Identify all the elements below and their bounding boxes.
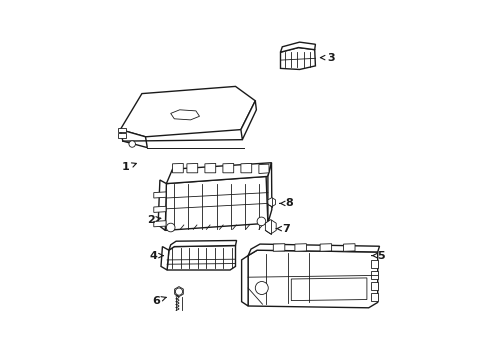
Polygon shape <box>265 220 276 234</box>
Polygon shape <box>291 278 366 301</box>
Polygon shape <box>370 282 377 290</box>
Polygon shape <box>370 271 377 279</box>
Polygon shape <box>280 48 315 69</box>
Circle shape <box>175 288 182 295</box>
Polygon shape <box>165 176 267 230</box>
Polygon shape <box>370 260 377 268</box>
Polygon shape <box>280 42 315 52</box>
Polygon shape <box>273 244 284 251</box>
Polygon shape <box>153 192 166 198</box>
Polygon shape <box>267 198 275 207</box>
Polygon shape <box>267 163 271 223</box>
Polygon shape <box>167 246 235 270</box>
Polygon shape <box>258 164 268 174</box>
Bar <box>118 133 125 138</box>
Text: 3: 3 <box>320 53 334 63</box>
Polygon shape <box>247 250 377 308</box>
Circle shape <box>129 141 135 147</box>
Polygon shape <box>170 110 199 120</box>
Polygon shape <box>294 244 306 251</box>
Text: 2: 2 <box>147 215 161 225</box>
Polygon shape <box>241 163 251 173</box>
Text: 5: 5 <box>371 251 385 261</box>
Polygon shape <box>161 247 168 270</box>
Polygon shape <box>343 244 354 251</box>
Polygon shape <box>223 163 233 173</box>
Circle shape <box>257 217 265 226</box>
Polygon shape <box>204 163 215 173</box>
Polygon shape <box>247 244 379 256</box>
Text: 1: 1 <box>122 162 136 172</box>
Polygon shape <box>158 180 166 230</box>
Polygon shape <box>120 130 147 148</box>
Circle shape <box>166 223 175 232</box>
Polygon shape <box>153 206 166 212</box>
Text: 7: 7 <box>276 224 289 234</box>
Polygon shape <box>370 293 377 301</box>
Bar <box>118 128 125 132</box>
Polygon shape <box>168 240 236 250</box>
Polygon shape <box>120 86 255 137</box>
Polygon shape <box>166 163 271 184</box>
Polygon shape <box>186 163 197 173</box>
Polygon shape <box>241 256 247 306</box>
Polygon shape <box>241 101 256 140</box>
Polygon shape <box>320 244 331 251</box>
Circle shape <box>255 282 268 294</box>
Polygon shape <box>172 163 183 173</box>
Text: 6: 6 <box>152 296 166 306</box>
Text: 4: 4 <box>149 251 163 261</box>
Text: 8: 8 <box>280 198 293 208</box>
Polygon shape <box>174 287 183 297</box>
Polygon shape <box>153 221 166 227</box>
